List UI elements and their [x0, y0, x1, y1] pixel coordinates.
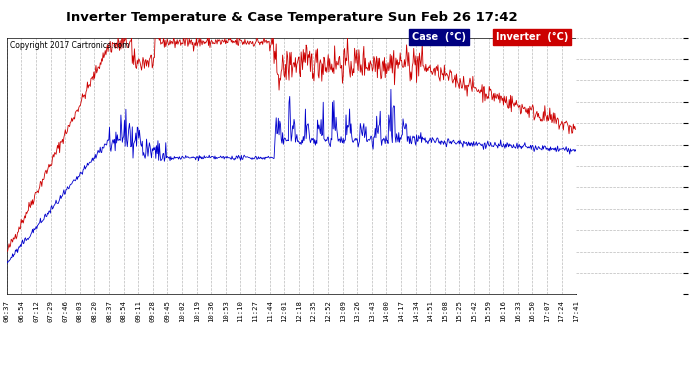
Text: Case  (°C): Case (°C) [412, 32, 466, 42]
Text: Copyright 2017 Cartronics.com: Copyright 2017 Cartronics.com [10, 41, 130, 50]
Text: Inverter  (°C): Inverter (°C) [495, 32, 568, 42]
Text: Inverter Temperature & Case Temperature Sun Feb 26 17:42: Inverter Temperature & Case Temperature … [66, 11, 518, 24]
